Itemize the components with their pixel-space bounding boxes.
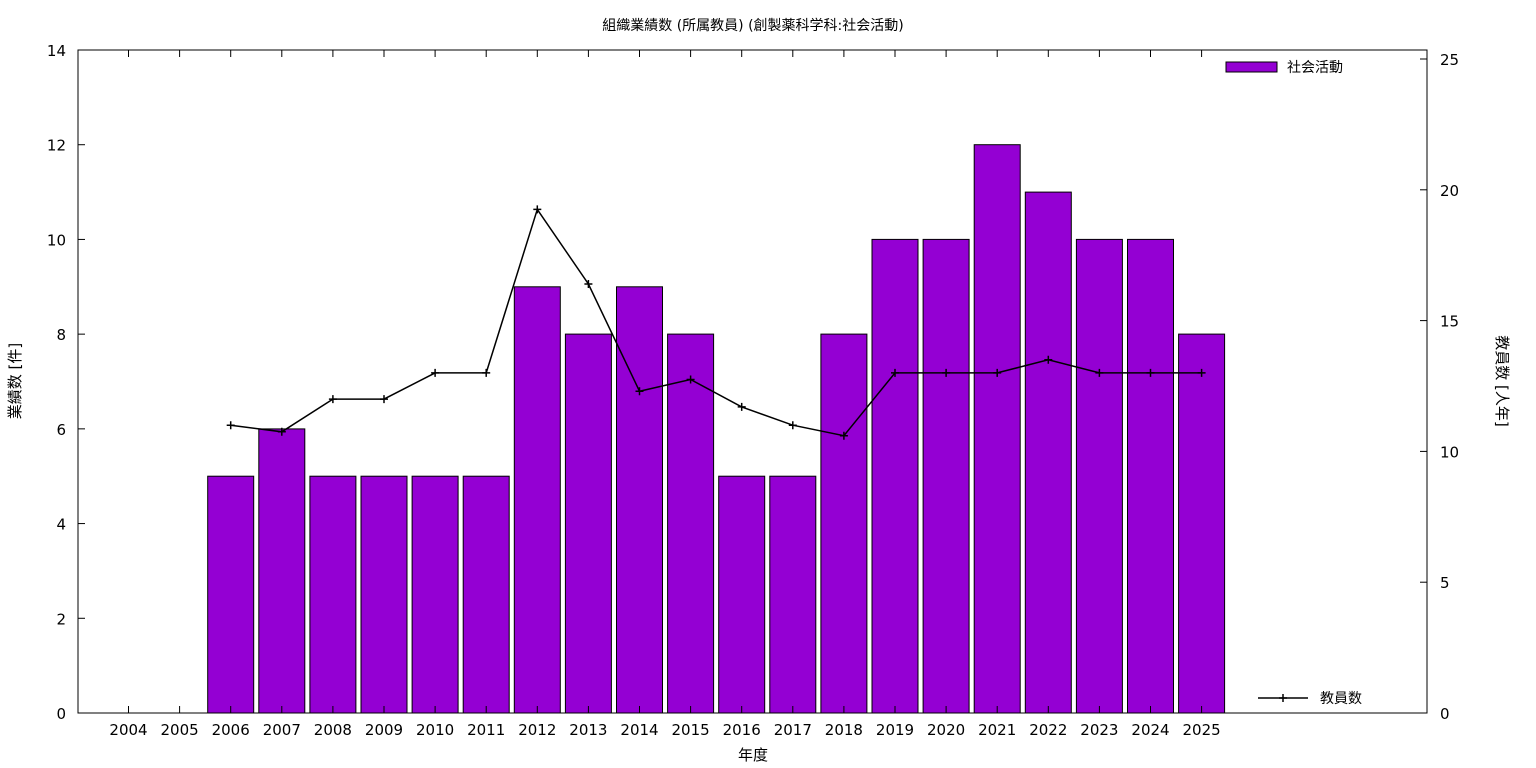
line-point-2020 — [942, 368, 951, 377]
y-axis-right: 0 5 10 15 20 25 — [1420, 51, 1459, 723]
bar-2024 — [1127, 238, 1174, 714]
line-point-2023 — [1095, 368, 1104, 377]
x-tick-label: 2019 — [876, 721, 914, 739]
x-tick-label: 2011 — [467, 721, 505, 739]
bar-2014 — [616, 286, 663, 714]
y-tick-label: 10 — [47, 231, 66, 249]
line-point-2016 — [737, 402, 746, 411]
bar-series — [207, 144, 1226, 714]
legend-line: 教員数 — [1258, 691, 1362, 707]
x-tick-label: 2021 — [978, 721, 1016, 739]
x-tick-label: 2023 — [1080, 721, 1118, 739]
bar-2020 — [922, 238, 970, 714]
bar-2021 — [973, 144, 1021, 714]
y-tick-label: 0 — [56, 705, 66, 723]
line-point-2024 — [1146, 368, 1155, 377]
x-axis: 2004 2005 2006 2007 2008 2009 2010 2011 2012 2013… — [109, 50, 1221, 739]
legend-bar: 社会活動 — [1225, 60, 1343, 76]
x-tick-label: 2025 — [1183, 721, 1221, 739]
y2-axis-label: 教員数 [人年] — [1493, 335, 1511, 426]
bar-2006 — [207, 475, 255, 714]
bar-2011 — [462, 475, 510, 714]
bar-2013 — [564, 333, 612, 714]
y2-tick-label: 25 — [1440, 51, 1459, 69]
x-tick-label: 2015 — [672, 721, 710, 739]
x-tick-label: 2020 — [927, 721, 965, 739]
line-point-2014 — [635, 387, 644, 396]
line-point-2011 — [482, 368, 491, 377]
plot-frame — [77, 49, 1428, 714]
y-tick-label: 14 — [47, 42, 66, 60]
bar-2008 — [309, 475, 357, 714]
line-point-2008 — [328, 395, 337, 404]
x-tick-label: 2016 — [723, 721, 761, 739]
bar-2012 — [513, 286, 561, 714]
y-tick-label: 4 — [56, 516, 66, 534]
y2-tick-label: 0 — [1440, 705, 1450, 723]
line-point-2017 — [788, 421, 797, 430]
x-tick-label: 2007 — [263, 721, 301, 739]
legend-bar-swatch — [1225, 61, 1278, 73]
x-tick-label: 2010 — [416, 721, 454, 739]
bar-2016 — [718, 475, 766, 714]
x-tick-label: 2014 — [620, 721, 658, 739]
x-tick-label: 2018 — [825, 721, 863, 739]
line-point-2010 — [431, 368, 440, 377]
x-tick-label: 2012 — [518, 721, 556, 739]
y-tick-label: 6 — [56, 421, 66, 439]
x-tick-label: 2017 — [774, 721, 812, 739]
line-point-2013 — [584, 280, 593, 288]
line-point-2025 — [1197, 368, 1206, 377]
x-tick-label: 2004 — [109, 721, 147, 739]
bar-2023 — [1075, 238, 1123, 714]
line-path — [230, 207, 1202, 437]
y-tick-label: 12 — [47, 137, 66, 155]
y-axis-label: 業績数 [件] — [6, 343, 24, 419]
bar-2017 — [769, 475, 817, 714]
legend-line-marker — [1279, 694, 1287, 702]
bar-2009 — [360, 475, 408, 714]
line-point-2012 — [533, 205, 542, 214]
bar-2019 — [871, 238, 919, 714]
x-tick-label: 2006 — [212, 721, 250, 739]
line-point-2007 — [277, 427, 286, 436]
bar-2022 — [1024, 191, 1072, 714]
bar-2007 — [258, 428, 306, 714]
x-tick-label: 2005 — [161, 721, 199, 739]
line-point-2019 — [891, 368, 899, 377]
line-point-2009 — [380, 395, 388, 404]
line-point-2022 — [1044, 355, 1053, 364]
x-tick-label: 2024 — [1131, 721, 1169, 739]
y-tick-label: 8 — [56, 326, 66, 344]
y2-tick-label: 20 — [1440, 182, 1459, 200]
y-tick-label: 2 — [56, 610, 66, 628]
legend-line-label: 教員数 — [1320, 691, 1362, 707]
line-point-2015 — [686, 375, 695, 384]
x-tick-label: 2013 — [569, 721, 607, 739]
line-point-2018 — [839, 431, 848, 440]
x-tick-label: 2008 — [314, 721, 352, 739]
line-point-2021 — [993, 368, 1002, 377]
y2-tick-label: 5 — [1440, 574, 1450, 592]
bar-2010 — [411, 475, 459, 714]
chart-title: 組織業績数 (所属教員) (創製薬科学科:社会活動) — [602, 18, 903, 34]
x-axis-label: 年度 — [738, 746, 768, 764]
y-axis-left: 0 2 4 6 8 10 12 14 — [47, 42, 85, 723]
bar-2018 — [820, 333, 868, 714]
y2-tick-label: 10 — [1440, 443, 1459, 461]
bar-2025 — [1178, 333, 1226, 714]
line-point-2006 — [226, 421, 235, 430]
legend-bar-label: 社会活動 — [1287, 60, 1343, 76]
bar-2015 — [667, 333, 715, 714]
line-series — [226, 205, 1206, 440]
x-tick-label: 2009 — [365, 721, 403, 739]
y2-tick-label: 15 — [1440, 313, 1459, 331]
x-tick-label: 2022 — [1029, 721, 1067, 739]
